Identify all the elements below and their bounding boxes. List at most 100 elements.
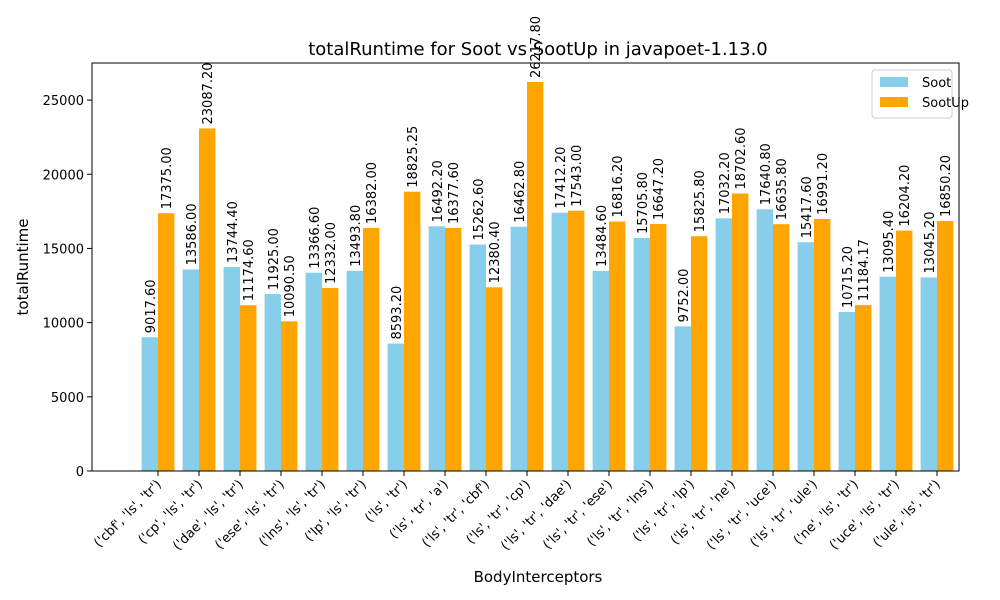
data-label-sootup: 16377.60 [447, 162, 462, 224]
data-label-soot: 11925.00 [267, 228, 282, 290]
bar-soot [674, 326, 691, 471]
x-axis: ('cbf', 'ls', 'tr')('cp', 'ls', 'tr')('d… [91, 471, 944, 554]
data-label-sootup: 16204.20 [898, 165, 913, 227]
bar-sootup [281, 321, 298, 471]
legend-label-sootup: SootUp [922, 96, 969, 111]
data-label-soot: 17412.20 [554, 147, 569, 209]
y-tick-label: 15000 [43, 242, 84, 257]
data-label-soot: 13484.60 [595, 205, 610, 267]
data-label-sootup: 16850.20 [939, 155, 954, 217]
bar-soot [223, 267, 240, 471]
bar-sootup [363, 227, 380, 471]
bar-sootup [937, 221, 954, 471]
bar-sootup [732, 193, 749, 471]
bar-sootup [814, 218, 831, 471]
data-label-sootup: 18702.60 [734, 127, 749, 189]
chart-title: totalRuntime for Soot vs SootUp in javap… [308, 39, 768, 60]
bar-sootup [568, 210, 585, 471]
bar-soot [469, 244, 486, 471]
data-label-soot: 16462.80 [513, 161, 528, 223]
data-label-sootup: 12332.00 [324, 222, 339, 284]
bar-soot [838, 312, 855, 471]
bar-sootup [650, 224, 667, 471]
bar-soot [428, 226, 445, 471]
data-label-sootup: 17543.00 [570, 145, 585, 207]
data-label-sootup: 23087.20 [201, 62, 216, 124]
data-label-soot: 13744.40 [226, 201, 241, 263]
data-label-soot: 9752.00 [677, 269, 692, 323]
bar-sootup [158, 213, 175, 471]
legend-swatch-sootup [880, 97, 908, 107]
data-label-soot: 15417.60 [800, 176, 815, 238]
data-label-soot: 17640.80 [759, 143, 774, 205]
x-tick-label: ('ls', 'tr', 'dae') [498, 477, 574, 553]
bar-soot [182, 269, 199, 471]
data-label-sootup: 11184.17 [857, 239, 872, 301]
data-label-soot: 13493.80 [349, 205, 364, 267]
x-tick-label: ('dae', 'ls', 'tr') [170, 477, 246, 553]
bar-sootup [855, 305, 872, 471]
data-label-sootup: 16647.20 [652, 158, 667, 220]
data-label-sootup: 16991.20 [816, 153, 831, 215]
bar-sootup [527, 82, 544, 471]
data-label-sootup: 10090.50 [283, 255, 298, 317]
x-axis-label: BodyInterceptors [474, 568, 603, 586]
legend-swatch-soot [880, 77, 908, 87]
bar-soot [264, 294, 281, 471]
y-tick-label: 10000 [43, 317, 84, 332]
bar-soot [305, 272, 322, 471]
bars-group [141, 82, 954, 472]
bar-soot [715, 218, 732, 471]
data-label-sootup: 16382.00 [365, 162, 380, 224]
bar-soot [633, 237, 650, 471]
data-label-sootup: 17375.00 [160, 147, 175, 209]
bar-sootup [773, 224, 790, 471]
bar-soot [141, 337, 158, 471]
data-label-soot: 13045.20 [923, 211, 938, 273]
data-label-soot: 13586.00 [185, 203, 200, 265]
y-tick-label: 20000 [43, 168, 84, 183]
data-label-soot: 16492.20 [431, 160, 446, 222]
legend: Soot SootUp [871, 69, 969, 119]
bar-soot [387, 343, 404, 471]
y-tick-label: 25000 [43, 94, 84, 109]
x-tick-label: ('ls', 'tr', 'uce') [704, 477, 780, 553]
data-label-sootup: 18825.25 [406, 126, 421, 188]
data-label-soot: 17032.20 [718, 152, 733, 214]
y-axis: 0 5000 10000 15000 20000 25000 [43, 94, 92, 480]
y-tick-label: 0 [76, 465, 84, 480]
bar-sootup [691, 236, 708, 471]
data-label-soot: 15705.80 [636, 172, 651, 234]
bar-soot [592, 270, 609, 471]
bar-sootup [404, 191, 421, 471]
data-label-soot: 8593.20 [390, 286, 405, 340]
bar-soot [920, 277, 937, 471]
bar-sootup [240, 305, 257, 471]
plot-frame [91, 62, 960, 472]
data-label-soot: 15262.60 [472, 179, 487, 241]
data-label-sootup: 16816.20 [611, 155, 626, 217]
bar-soot [510, 226, 527, 471]
y-tick-label: 5000 [51, 391, 84, 406]
legend-label-soot: Soot [922, 76, 951, 91]
data-label-soot: 9017.60 [144, 279, 159, 333]
bar-sootup [609, 221, 626, 471]
data-label-sootup: 26217.80 [529, 16, 544, 78]
data-label-sootup: 15825.80 [693, 170, 708, 232]
bar-sootup [445, 228, 462, 471]
data-label-soot: 13095.40 [882, 211, 897, 273]
bar-sootup [486, 287, 503, 471]
data-label-soot: 13366.60 [308, 207, 323, 269]
data-label-sootup: 16635.80 [775, 158, 790, 220]
data-label-sootup: 12380.40 [488, 221, 503, 283]
bar-soot [551, 212, 568, 472]
bar-sootup [896, 230, 913, 471]
y-axis-label: totalRuntime [14, 219, 32, 316]
bar-soot [797, 242, 814, 471]
bar-sootup [322, 288, 339, 471]
data-label-sootup: 11174.60 [242, 239, 257, 301]
x-tick-label: ('uce', 'ls', 'tr') [827, 477, 903, 553]
bar-sootup [199, 128, 216, 471]
